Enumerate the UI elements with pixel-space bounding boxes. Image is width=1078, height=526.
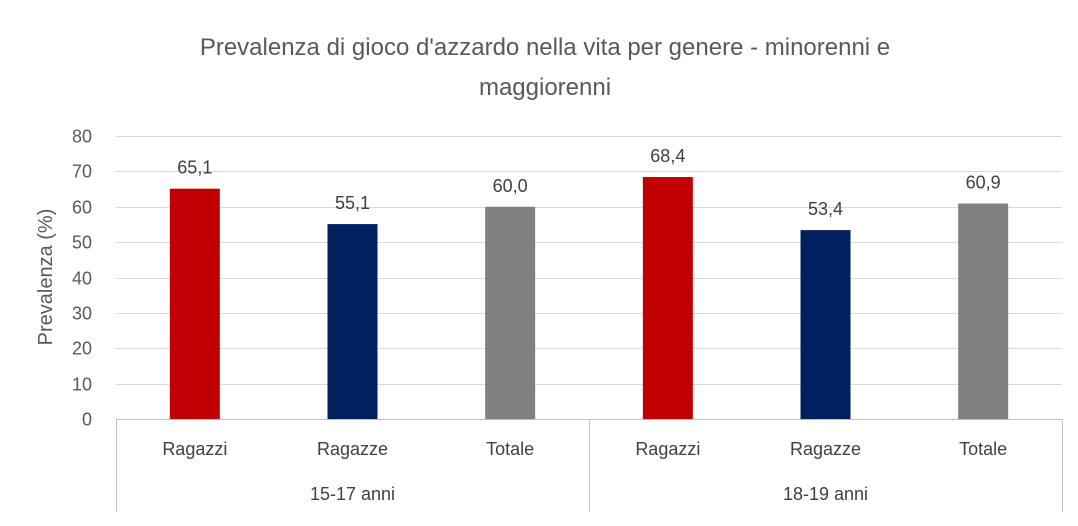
- data-labels: 65,1 55,1 60,0 68,4 53,4 60,9: [177, 146, 1000, 219]
- data-label: 60,9: [966, 173, 1001, 193]
- y-tick-label: 30: [72, 304, 92, 324]
- y-tick-label: 70: [72, 162, 92, 182]
- bar: [642, 177, 693, 419]
- x-axis: Ragazzi Ragazze Totale 15-17 anni Ragazzi Rag…: [116, 419, 1063, 512]
- bar: [169, 188, 220, 419]
- bar: [800, 230, 851, 419]
- y-axis-label: Prevalenza (%): [35, 209, 57, 346]
- x-category-label: Ragazzi: [635, 439, 700, 459]
- x-category-label: Ragazzi: [162, 439, 227, 459]
- y-tick-label: 80: [72, 127, 92, 147]
- y-tick-label: 0: [82, 410, 92, 430]
- y-tick-label: 60: [72, 198, 92, 218]
- data-label: 53,4: [808, 199, 843, 219]
- bar: [958, 203, 1009, 419]
- x-group-label: 15-17 anni: [310, 484, 395, 504]
- data-label: 68,4: [650, 146, 685, 166]
- y-tick-label: 40: [72, 269, 92, 289]
- y-tick-label: 50: [72, 233, 92, 253]
- chart-title-line-1: Prevalenza di gioco d'azzardo nella vita…: [200, 34, 890, 61]
- data-label: 55,1: [335, 193, 370, 213]
- bar: [327, 224, 378, 419]
- x-category-label: Totale: [959, 439, 1007, 459]
- x-category-label: Ragazze: [790, 439, 861, 459]
- y-tick-label: 20: [72, 339, 92, 359]
- x-group-label: 18-19 anni: [783, 484, 868, 504]
- x-category-label: Ragazze: [317, 439, 388, 459]
- bars: [169, 177, 1009, 419]
- bar: [485, 206, 536, 419]
- y-tick-label: 10: [72, 375, 92, 395]
- chart-title-line-2: maggiorenni: [479, 74, 611, 101]
- data-label: 60,0: [493, 176, 528, 196]
- y-axis-ticks: 0 10 20 30 40 50 60 70 80: [72, 127, 92, 430]
- gridlines: [116, 136, 1062, 385]
- x-category-label: Totale: [486, 439, 534, 459]
- data-label: 65,1: [177, 158, 212, 178]
